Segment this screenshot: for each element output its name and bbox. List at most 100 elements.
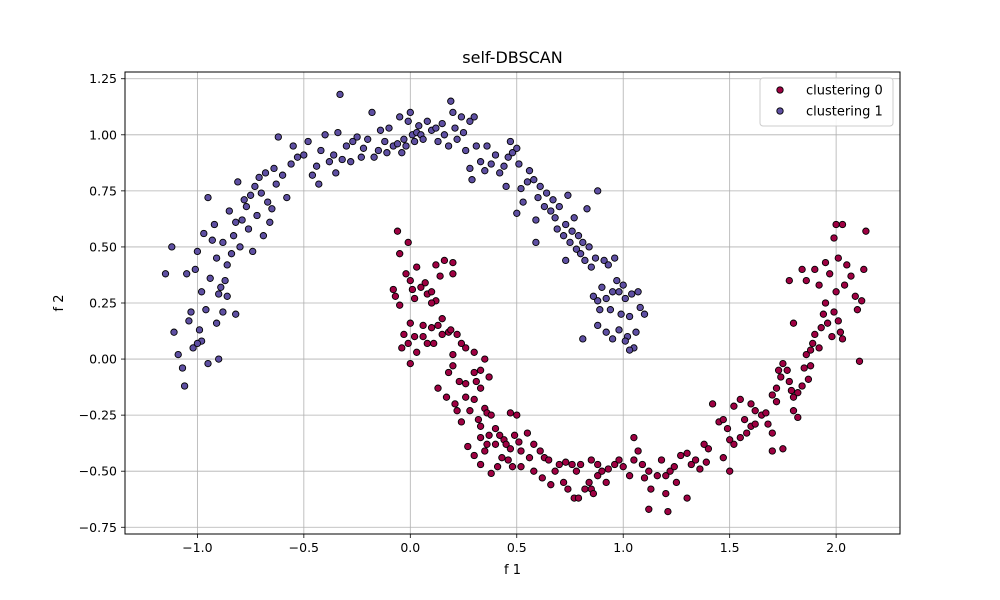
data-point	[853, 306, 862, 314]
data-point	[598, 283, 606, 291]
data-point	[772, 398, 781, 406]
y-tick-label: 0.00	[89, 352, 117, 367]
data-point	[579, 335, 587, 343]
data-point	[785, 276, 793, 285]
data-point	[517, 463, 525, 471]
data-point	[462, 146, 470, 155]
data-point	[830, 234, 838, 242]
x-tick-label: 2.0	[826, 540, 846, 555]
data-point	[246, 191, 255, 199]
data-point	[806, 362, 815, 370]
data-point	[777, 373, 785, 381]
data-point	[683, 494, 691, 502]
data-point	[444, 142, 453, 150]
data-point	[811, 330, 819, 339]
x-tick-label: 1.5	[720, 540, 740, 555]
data-point	[476, 158, 485, 166]
data-point	[349, 137, 357, 146]
data-point	[257, 189, 265, 197]
data-point	[457, 113, 466, 121]
data-point	[451, 124, 459, 132]
data-point	[538, 474, 546, 482]
data-point	[523, 178, 532, 186]
data-point	[708, 400, 717, 408]
data-point	[168, 243, 176, 251]
data-point	[406, 276, 414, 285]
data-point	[809, 339, 817, 348]
data-point	[334, 128, 342, 137]
data-point	[219, 238, 227, 247]
data-point	[430, 339, 438, 348]
data-point	[847, 272, 855, 280]
data-point	[206, 274, 214, 282]
data-point	[843, 261, 851, 269]
data-point	[589, 489, 598, 498]
data-point	[487, 411, 495, 419]
data-point	[293, 153, 302, 161]
data-point	[564, 485, 572, 493]
data-point	[730, 440, 738, 448]
data-point	[608, 288, 617, 296]
data-point	[513, 411, 521, 419]
data-point	[417, 283, 425, 291]
data-point	[534, 193, 542, 202]
data-point	[464, 442, 472, 451]
data-point	[487, 160, 495, 168]
data-point	[615, 288, 623, 296]
data-point	[391, 292, 400, 300]
data-point	[632, 328, 640, 336]
data-point	[768, 429, 776, 437]
data-point	[191, 265, 199, 274]
data-point	[232, 310, 240, 318]
data-point	[513, 209, 521, 217]
data-point	[611, 460, 619, 469]
data-point	[236, 243, 244, 251]
data-point	[840, 281, 849, 289]
data-point	[666, 467, 674, 475]
data-point	[523, 429, 532, 437]
data-point	[726, 436, 734, 444]
data-point	[785, 377, 793, 386]
data-point	[591, 254, 600, 262]
data-point	[221, 276, 229, 285]
data-point	[402, 142, 410, 150]
data-point	[802, 276, 810, 285]
data-point	[325, 158, 334, 166]
data-point	[185, 317, 193, 325]
data-point	[410, 137, 419, 146]
data-point	[530, 176, 538, 184]
data-point	[396, 113, 404, 121]
data-point	[821, 299, 830, 307]
data-point	[510, 431, 519, 439]
data-point	[555, 460, 563, 469]
data-point	[525, 167, 534, 175]
data-point	[619, 463, 627, 471]
data-point	[579, 238, 587, 247]
y-tick-label: −0.25	[79, 408, 117, 423]
data-point	[462, 344, 470, 352]
data-point	[677, 451, 685, 460]
data-point	[208, 236, 216, 244]
data-point	[438, 315, 446, 323]
data-point	[625, 472, 634, 480]
data-point	[789, 319, 798, 327]
data-point	[200, 229, 208, 238]
data-point	[615, 326, 623, 334]
data-point	[187, 308, 195, 316]
data-point	[779, 359, 787, 368]
data-point	[161, 270, 170, 278]
data-point	[240, 196, 248, 204]
data-point	[604, 465, 612, 473]
data-point	[410, 294, 419, 303]
data-point	[525, 454, 534, 462]
y-tick-label: 1.00	[89, 127, 117, 142]
data-point	[406, 319, 414, 327]
data-point	[594, 297, 602, 305]
data-point	[242, 202, 251, 211]
data-point	[683, 449, 691, 457]
data-point	[838, 335, 847, 343]
data-point	[289, 142, 297, 150]
data-point	[619, 281, 627, 289]
data-point	[617, 310, 625, 318]
data-point	[615, 456, 623, 464]
